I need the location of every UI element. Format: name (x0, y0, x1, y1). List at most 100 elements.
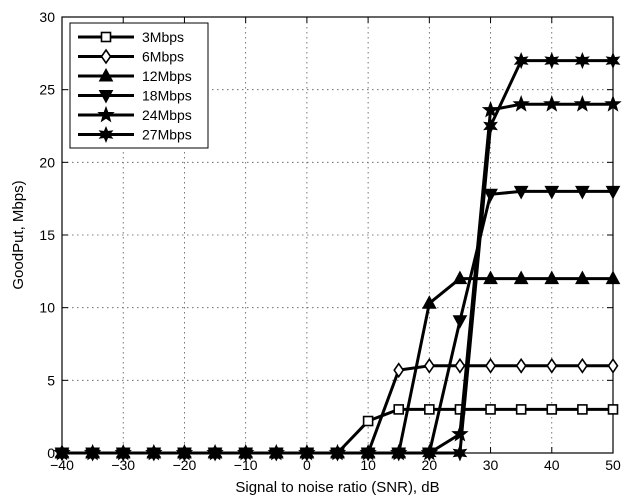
series-18Mbps (54, 185, 621, 462)
data-point (424, 404, 435, 415)
data-point (452, 270, 468, 285)
data-point (391, 444, 407, 462)
series-line (62, 189, 613, 455)
y-tick-label: 25 (39, 82, 55, 98)
data-point (604, 95, 622, 112)
axis-ticks: −40 −30 −20 −10 0 10 20 30 40 50 0 5 10 15 20 25 30 (39, 9, 621, 473)
data-point (483, 117, 498, 135)
data-point (513, 52, 529, 70)
x-axis-label: Signal to noise ratio (SNR), dB (235, 479, 439, 495)
legend-item: 27Mbps (78, 125, 192, 144)
x-tick-label: 10 (360, 457, 376, 473)
data-point (483, 188, 498, 203)
x-tick-label: 50 (605, 457, 621, 473)
data-point (85, 444, 101, 462)
data-point (546, 357, 558, 374)
legend-item: 12Mbps (78, 67, 192, 84)
data-point (485, 357, 497, 374)
data-point (575, 185, 590, 200)
data-point (268, 444, 284, 462)
data-point (330, 444, 345, 462)
data-point (393, 362, 405, 379)
x-tick-label: 0 (303, 457, 311, 473)
x-tick-label: −20 (173, 457, 197, 473)
legend-item: 18Mbps (78, 88, 192, 104)
data-point (605, 270, 621, 285)
data-point (299, 444, 315, 462)
data-point (481, 100, 500, 118)
x-tick-label: −40 (50, 457, 74, 473)
data-point (544, 185, 560, 200)
y-tick-label: 5 (47, 372, 55, 388)
data-point (115, 444, 131, 462)
data-point (362, 415, 374, 427)
y-tick-label: 20 (39, 154, 55, 170)
y-tick-label: 30 (39, 9, 55, 25)
legend-marker (100, 48, 112, 65)
data-point (513, 185, 529, 200)
data-point (607, 404, 619, 415)
legend-marker (98, 125, 114, 144)
data-point (513, 270, 529, 285)
data-point (483, 270, 498, 285)
legend-marker (97, 105, 115, 123)
legend-marker (98, 67, 114, 82)
grid (62, 17, 613, 453)
data-point (452, 444, 468, 462)
data-point (544, 270, 560, 285)
x-tick-label: −10 (234, 457, 258, 473)
data-point (515, 357, 527, 374)
data-point (546, 404, 558, 415)
data-point (238, 444, 254, 462)
data-point (393, 404, 405, 415)
data-point (146, 444, 162, 462)
data-point (421, 295, 437, 309)
x-tick-label: 40 (544, 457, 560, 473)
series-layer (53, 52, 622, 462)
data-point (576, 357, 588, 374)
data-point (573, 95, 592, 112)
data-point (543, 95, 561, 112)
data-point (207, 444, 223, 462)
legend-label: 3Mbps (142, 29, 184, 45)
legend-label: 18Mbps (142, 88, 192, 104)
y-tick-label: 15 (39, 227, 55, 243)
x-tick-label: 30 (483, 457, 499, 473)
data-point (605, 185, 621, 200)
data-point (607, 357, 619, 374)
legend-item: 3Mbps (78, 29, 184, 45)
x-tick-label: 20 (422, 457, 438, 473)
data-point (454, 357, 466, 374)
data-point (421, 444, 437, 462)
data-point (574, 52, 590, 70)
legend-marker (100, 31, 112, 43)
series-27Mbps (54, 52, 621, 462)
y-axis-label: GoodPut, Mbps) (10, 180, 27, 289)
legend-item: 6Mbps (78, 49, 184, 65)
data-point (577, 404, 588, 415)
legend-item: 24Mbps (78, 105, 192, 123)
legend-marker (98, 90, 114, 104)
data-point (515, 404, 527, 415)
x-tick-label: −30 (111, 457, 135, 473)
data-point (605, 52, 621, 70)
data-point (575, 270, 590, 285)
legend-label: 6Mbps (142, 49, 184, 65)
legend-label: 24Mbps (142, 107, 192, 123)
data-point (544, 52, 560, 70)
data-point (360, 444, 376, 462)
y-tick-label: 0 (47, 445, 55, 461)
legend-label: 27Mbps (142, 127, 192, 143)
data-point (177, 444, 192, 462)
legend: 3Mbps 6Mbps 12Mbps 18Mbps 24Mbps 27Mbps (69, 22, 209, 149)
legend-box (69, 22, 209, 149)
data-point (485, 404, 496, 415)
data-point (54, 444, 70, 462)
data-point (423, 357, 435, 374)
y-tick-label: 10 (39, 300, 55, 316)
data-point (512, 95, 530, 112)
legend-label: 12Mbps (142, 68, 192, 84)
data-point (452, 315, 468, 329)
